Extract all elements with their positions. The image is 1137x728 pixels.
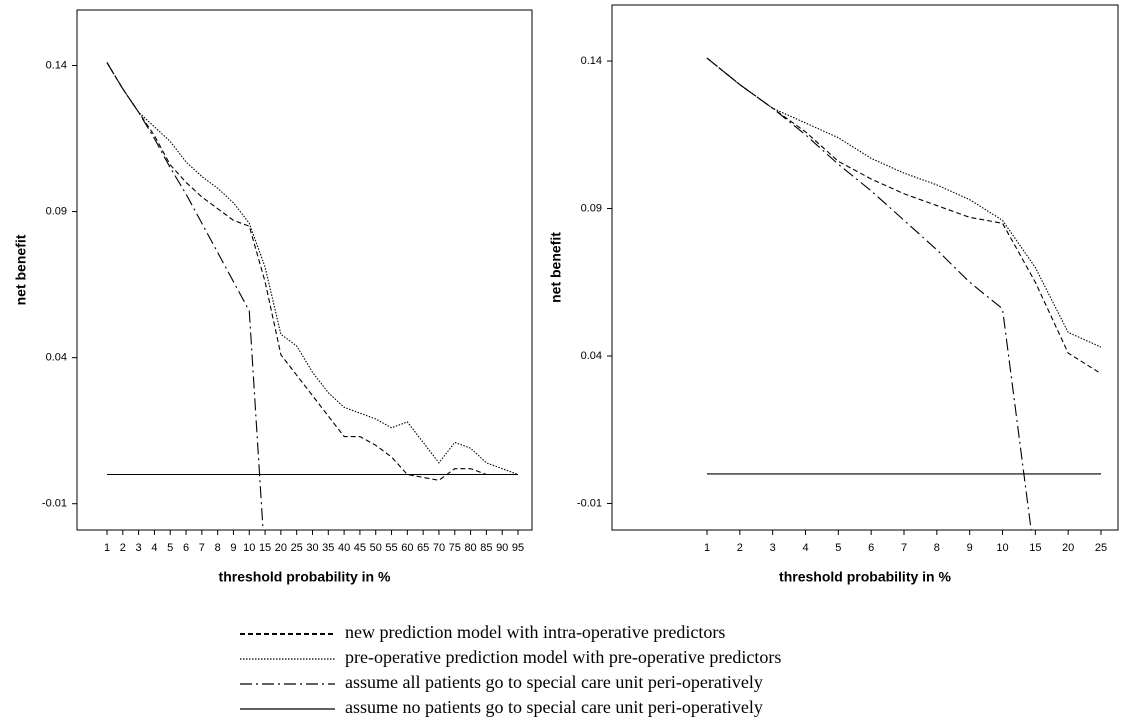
x-tick-label: 25 (291, 542, 303, 554)
x-tick-label: 10 (243, 542, 255, 554)
x-tick-label: 1 (104, 542, 110, 554)
x-tick-label: 5 (167, 542, 173, 554)
y-tick-label: 0.04 (581, 350, 602, 362)
x-tick-label: 8 (215, 542, 221, 554)
x-tick-label: 45 (354, 542, 366, 554)
x-tick-label: 9 (967, 542, 973, 554)
x-tick-label: 20 (1062, 542, 1074, 554)
series-line (706, 57, 1102, 348)
x-tick-label: 10 (996, 542, 1008, 554)
x-axis-title: threshold probability in % (219, 569, 391, 585)
x-tick-label: 35 (322, 542, 334, 554)
x-tick-label: 6 (183, 542, 189, 554)
y-axis-title: net benefit (548, 232, 564, 303)
plot-frame (611, 4, 1119, 531)
series-line (106, 62, 518, 481)
x-tick-label: 15 (1029, 542, 1041, 554)
x-tick-label: 8 (934, 542, 940, 554)
x-tick-label: 95 (512, 542, 524, 554)
x-tick-label: 70 (433, 542, 445, 554)
x-tick-label: 20 (275, 542, 287, 554)
x-tick-label: 3 (136, 542, 142, 554)
x-tick-label: 6 (868, 542, 874, 554)
x-tick-label: 5 (835, 542, 841, 554)
y-tick-label: 0.14 (581, 55, 602, 67)
x-tick-label: 25 (1095, 542, 1107, 554)
y-axis-title: net benefit (13, 234, 29, 305)
legend-label: pre-operative prediction model with pre-… (345, 647, 781, 667)
legend-label: assume no patients go to special care un… (345, 697, 763, 717)
y-tick-label: -0.01 (42, 498, 67, 510)
y-tick-label: -0.01 (577, 497, 602, 509)
y-tick-label: 0.09 (46, 205, 67, 217)
x-tick-label: 90 (496, 542, 508, 554)
x-tick-label: 7 (199, 542, 205, 554)
panel: 0.14 0.09 0.04 -0.01 1 2 3 4 5 6 7 8 9 10 15 20 25 thresh… (548, 4, 1119, 585)
x-tick-label: 65 (417, 542, 429, 554)
x-tick-label: 2 (120, 542, 126, 554)
y-tick-label: 0.09 (581, 202, 602, 214)
x-tick-label: 30 (306, 542, 318, 554)
x-tick-label: 2 (737, 542, 743, 554)
x-tick-label: 80 (464, 542, 476, 554)
x-tick-label: 60 (401, 542, 413, 554)
x-tick-label: 7 (901, 542, 907, 554)
x-tick-label: 15 (259, 542, 271, 554)
legend: new prediction model with intra-operativ… (240, 622, 781, 717)
x-tick-label: 50 (370, 542, 382, 554)
x-tick-label: 1 (704, 542, 710, 554)
series-line (706, 57, 1032, 530)
panel: 0.140.090.04-0.011 2 3 4 5 6 7 8 9 10 15 20 25 30 35 40… (13, 9, 533, 585)
legend-label: assume all patients go to special care u… (345, 672, 763, 692)
x-tick-label: 4 (802, 542, 808, 554)
y-tick-label: 0.14 (46, 59, 67, 71)
x-tick-label: 85 (480, 542, 492, 554)
x-tick-label: 40 (338, 542, 350, 554)
legend-label: new prediction model with intra-operativ… (345, 622, 725, 642)
x-tick-label: 9 (230, 542, 236, 554)
x-axis-title: threshold probability in % (779, 569, 951, 585)
x-tick-label: 55 (385, 542, 397, 554)
y-tick-label: 0.04 (46, 352, 67, 364)
series-line (706, 57, 1102, 375)
x-tick-label: 75 (449, 542, 461, 554)
x-tick-label: 4 (151, 542, 157, 554)
plot-frame (76, 9, 533, 531)
x-tick-label: 3 (770, 542, 776, 554)
series-line (106, 62, 519, 476)
series-line (106, 62, 264, 530)
